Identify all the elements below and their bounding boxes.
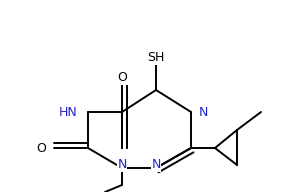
Text: O: O [117, 71, 127, 84]
Text: O: O [36, 142, 46, 155]
Text: N: N [199, 105, 208, 118]
Text: N: N [151, 158, 161, 171]
Text: HN: HN [59, 105, 78, 118]
Text: SH: SH [147, 51, 165, 64]
Text: N: N [117, 158, 127, 171]
